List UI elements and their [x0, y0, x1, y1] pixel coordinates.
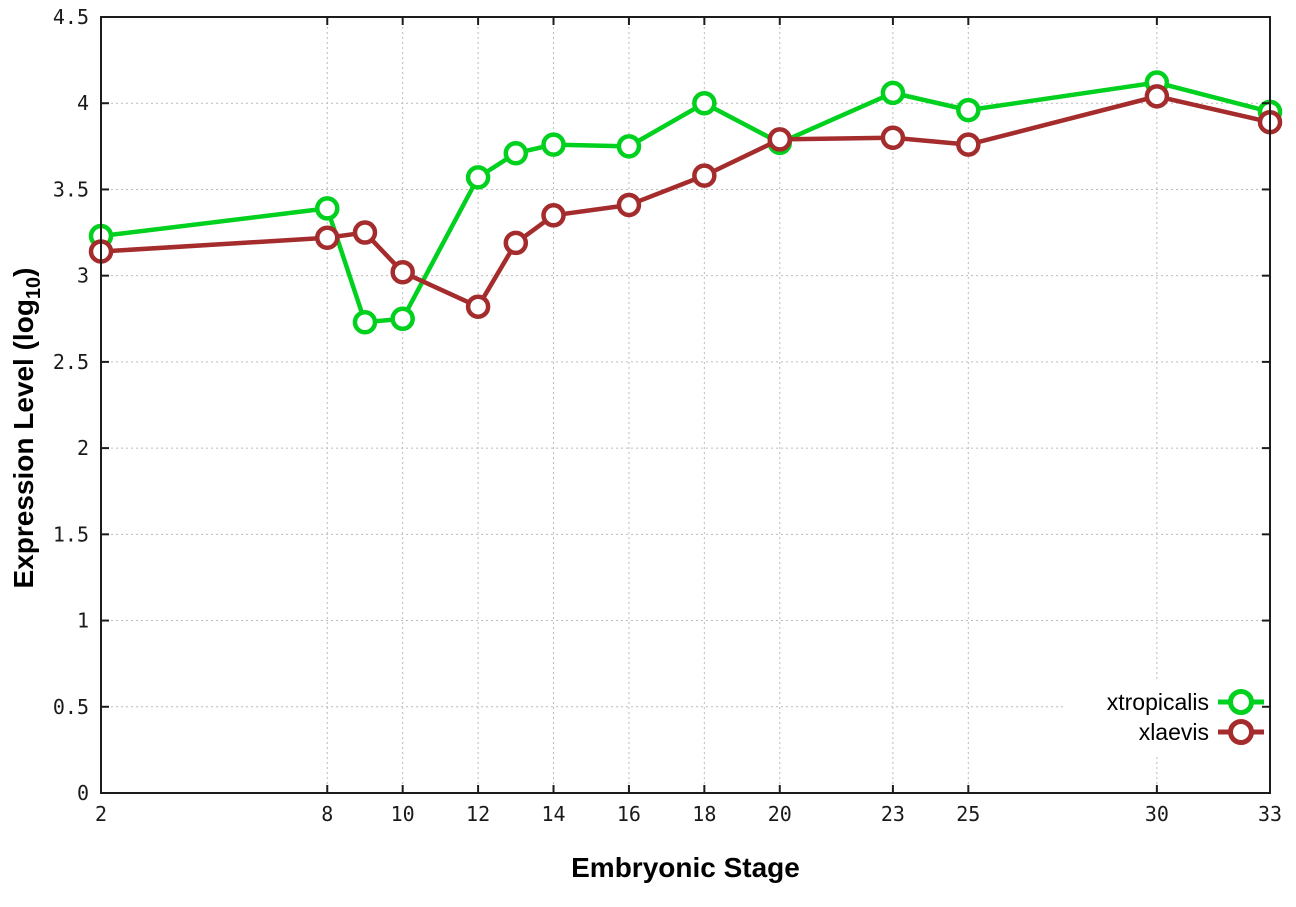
y-tick-label: 1.5	[53, 522, 89, 546]
x-tick-label: 20	[768, 802, 792, 826]
data-point-xtropicalis	[692, 90, 717, 116]
data-point-xlaevis	[315, 225, 340, 250]
data-point-xlaevis	[880, 125, 906, 150]
x-tick-label: 14	[541, 802, 565, 826]
series-line-xlaevis	[98, 94, 1273, 309]
x-tick-label: 33	[1258, 802, 1282, 826]
data-point-xtropicalis	[352, 309, 378, 335]
data-point-xtropicalis	[880, 80, 906, 106]
data-point-xtropicalis	[315, 196, 340, 221]
legend: xtropicalis xlaevis	[1107, 687, 1264, 747]
data-point-xtropicalis	[541, 132, 566, 157]
data-point-xlaevis	[767, 127, 793, 152]
data-point-xtropicalis	[465, 165, 491, 190]
legend-label-xlaevis: xlaevis	[1138, 719, 1209, 745]
data-point-xlaevis	[1144, 84, 1170, 109]
y-tick-label: 4	[77, 91, 89, 115]
x-axis-title: Embryonic Stage	[571, 852, 800, 883]
x-tick-label: 25	[956, 802, 980, 826]
plot-border	[100, 16, 1271, 794]
legend-marker-xlaevis-icon	[1218, 719, 1264, 745]
y-tick-label: 1	[77, 609, 89, 633]
x-tick-label: 12	[466, 802, 490, 826]
x-tick-label: 18	[692, 802, 716, 826]
y-tick-label: 0.5	[53, 695, 89, 719]
data-point-xlaevis	[390, 259, 415, 285]
legend-item-xtropicalis: xtropicalis	[1107, 687, 1264, 717]
y-axis-title-text: Expression Level (log	[8, 299, 40, 589]
y-tick-label: 3.5	[53, 177, 89, 201]
x-tick-label: 23	[881, 802, 905, 826]
x-tick-label: 16	[617, 802, 641, 826]
x-tick-label: 8	[321, 802, 333, 826]
data-point-xtropicalis	[390, 306, 415, 332]
y-tick-label: 3	[77, 264, 89, 288]
data-point-xlaevis	[692, 163, 717, 188]
x-tick-label: 10	[391, 802, 415, 826]
y-tick-label: 2	[77, 436, 89, 460]
y-axis-title-close: )	[8, 267, 40, 277]
data-point-xlaevis	[541, 203, 566, 228]
data-point-xlaevis	[352, 220, 378, 245]
x-tick-label: 30	[1145, 802, 1169, 826]
series-line-xtropicalis	[98, 80, 1273, 325]
y-axis-title-subscript: 10	[22, 276, 45, 300]
x-tick-label: 2	[95, 802, 107, 826]
data-point-xtropicalis	[503, 140, 529, 166]
y-tick-label: 4.5	[53, 5, 89, 29]
data-point-xtropicalis	[616, 134, 642, 159]
data-point-xlaevis	[616, 192, 642, 218]
y-axis-title: Expression Level (log10)	[8, 268, 46, 589]
data-point-xlaevis	[465, 294, 491, 319]
legend-item-xlaevis: xlaevis	[1107, 717, 1264, 747]
y-tick-label: 2.5	[53, 350, 89, 374]
y-tick-label: 0	[77, 781, 89, 805]
data-point-xlaevis	[956, 132, 981, 157]
legend-label-xtropicalis: xtropicalis	[1106, 689, 1209, 715]
legend-marker-xtropicalis-icon	[1218, 689, 1264, 715]
data-point-xlaevis	[503, 230, 529, 256]
data-point-xtropicalis	[956, 97, 981, 123]
